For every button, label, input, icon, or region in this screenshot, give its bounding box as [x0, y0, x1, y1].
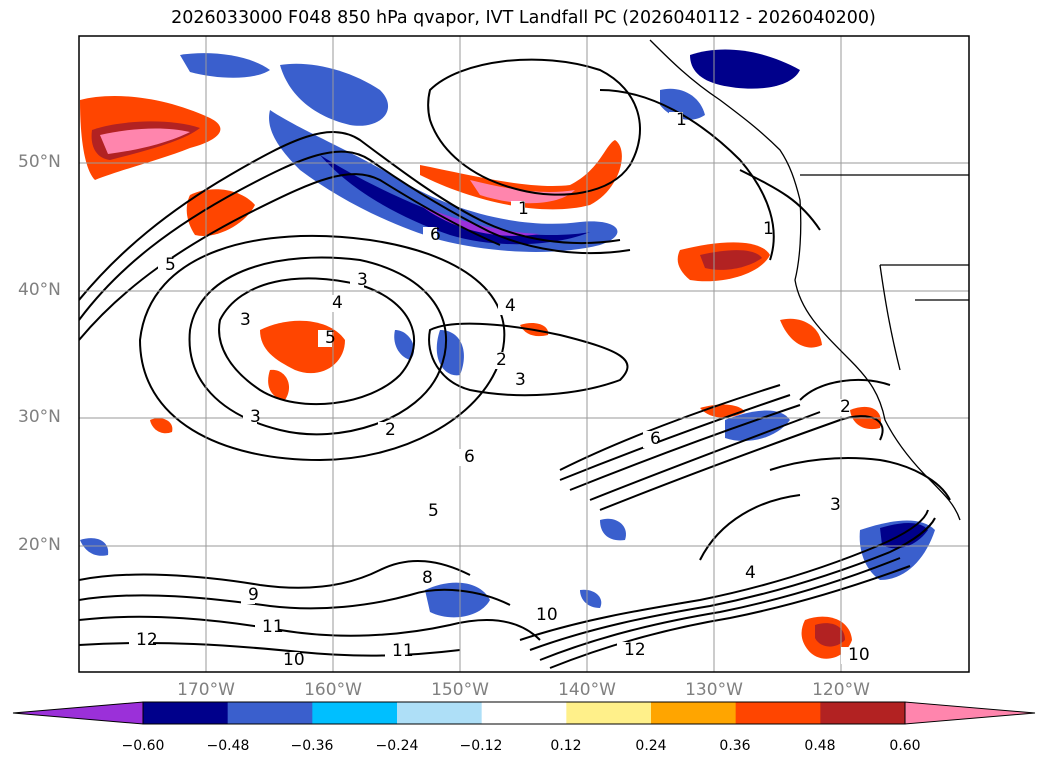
- colorbar-tick-label: 0.12: [550, 738, 582, 754]
- contour-label: 1: [676, 110, 687, 130]
- colorbar-tick-label: −0.24: [375, 738, 419, 754]
- contour-label-bg: [276, 652, 300, 669]
- contour-label-bg: [350, 272, 364, 289]
- contour-label-bg: [738, 565, 752, 582]
- colorbar-segment: [566, 702, 652, 724]
- contour-label: 3: [515, 370, 526, 390]
- contour-label: 3: [250, 407, 261, 427]
- lon-label-150w: 150°W: [431, 680, 489, 700]
- contour-label: 10: [536, 605, 558, 625]
- lon-label-170w: 170°W: [177, 680, 235, 700]
- contour-label: 12: [136, 630, 158, 650]
- colorbar-segment: [312, 702, 398, 724]
- colorbar-tick-label: 0.24: [635, 738, 667, 754]
- contour-label: 4: [332, 293, 343, 313]
- coastlines: [649, 39, 969, 521]
- contour-label: 6: [430, 225, 441, 245]
- colorbar-segment: [143, 702, 229, 724]
- contour-label: 10: [848, 645, 870, 665]
- contour-label-bg: [241, 587, 255, 604]
- contour-label-bg: [669, 112, 683, 129]
- lon-label-120w: 120°W: [812, 680, 870, 700]
- map-title: 2026033000 F048 850 hPa qvapor, IVT Land…: [171, 8, 876, 28]
- contour-label: 10: [283, 650, 305, 670]
- contour-label-bg: [833, 399, 847, 416]
- contour-label-bg: [318, 330, 332, 347]
- contour-label-bg: [255, 619, 279, 636]
- lon-label-140w: 140°W: [558, 680, 616, 700]
- colorbar-tick-label: −0.12: [459, 738, 503, 754]
- colorbar-segment: [227, 702, 313, 724]
- lat-label-20n: 20°N: [18, 535, 61, 555]
- contour-label-bg: [385, 643, 409, 660]
- contour-label: 2: [496, 350, 507, 370]
- contour-label: 4: [745, 563, 756, 583]
- contour-label-bg: [508, 372, 522, 389]
- lat-label-30n: 30°N: [18, 407, 61, 427]
- contour-label: 1: [763, 219, 774, 239]
- contour-label-bg: [158, 257, 172, 274]
- colorbar-segment: [735, 702, 821, 724]
- colorbar-extend-left: [12, 701, 144, 725]
- lon-label-130w: 130°W: [685, 680, 743, 700]
- contour-label-bg: [421, 503, 435, 520]
- contour-label-bg: [841, 647, 865, 664]
- contour-label: 9: [248, 585, 259, 605]
- contour-label-bg: [415, 570, 429, 587]
- contour-label: 12: [624, 640, 646, 660]
- contour-label-bg: [129, 632, 153, 649]
- contour-label-bg: [511, 201, 525, 218]
- contour-label: 6: [464, 447, 475, 467]
- contour-label-bg: [423, 227, 437, 244]
- contour-label: 5: [325, 328, 336, 348]
- contour-label: 5: [165, 255, 176, 275]
- colorbar: [12, 701, 1036, 725]
- colorbar-tick-label: 0.60: [889, 738, 921, 754]
- colorbar-segment: [481, 702, 567, 724]
- colorbar-segment: [397, 702, 483, 724]
- contour-label-bg: [233, 312, 247, 329]
- colorbar-segment: [651, 702, 737, 724]
- colorbar-tick-label: 0.48: [804, 738, 836, 754]
- colorbar-extend-right: [904, 701, 1036, 725]
- contour-label: 6: [650, 429, 661, 449]
- contour-label-bg: [325, 295, 339, 312]
- contour-label-bg: [243, 409, 257, 426]
- contour-label: 3: [357, 270, 368, 290]
- contour-label: 11: [392, 641, 414, 661]
- contour-label-bg: [756, 221, 770, 238]
- colorbar-tick-label: 0.36: [719, 738, 751, 754]
- contour-label-bg: [529, 607, 553, 624]
- contour-label-bg: [489, 352, 503, 369]
- contour-label: 3: [240, 310, 251, 330]
- lat-label-40n: 40°N: [18, 280, 61, 300]
- contour-label: 3: [830, 495, 841, 515]
- contour-label-bg: [498, 298, 512, 315]
- colorbar-tick-label: −0.36: [290, 738, 334, 754]
- colorbar-tick-label: −0.60: [121, 738, 165, 754]
- contour-label: 5: [428, 501, 439, 521]
- graticule: [79, 36, 969, 672]
- contour-label: 11: [262, 617, 284, 637]
- contour-label-bg: [617, 642, 641, 659]
- contour-label-bg: [823, 497, 837, 514]
- contour-label: 4: [505, 296, 516, 316]
- lat-label-50n: 50°N: [18, 152, 61, 172]
- map-background: [79, 36, 969, 672]
- contour-label: 2: [385, 420, 396, 440]
- qvapor-anomaly-fill: [80, 49, 935, 659]
- contour-label: 1: [518, 199, 529, 219]
- lon-label-160w: 160°W: [304, 680, 362, 700]
- contour-label-bg: [378, 422, 392, 439]
- contour-label: 2: [840, 397, 851, 417]
- colorbar-tick-label: −0.48: [206, 738, 250, 754]
- contour-label: 8: [422, 568, 433, 588]
- map-frame: [78, 35, 970, 673]
- contour-label-bg: [643, 431, 657, 448]
- contour-label-bg: [457, 449, 471, 466]
- colorbar-segment: [820, 702, 906, 724]
